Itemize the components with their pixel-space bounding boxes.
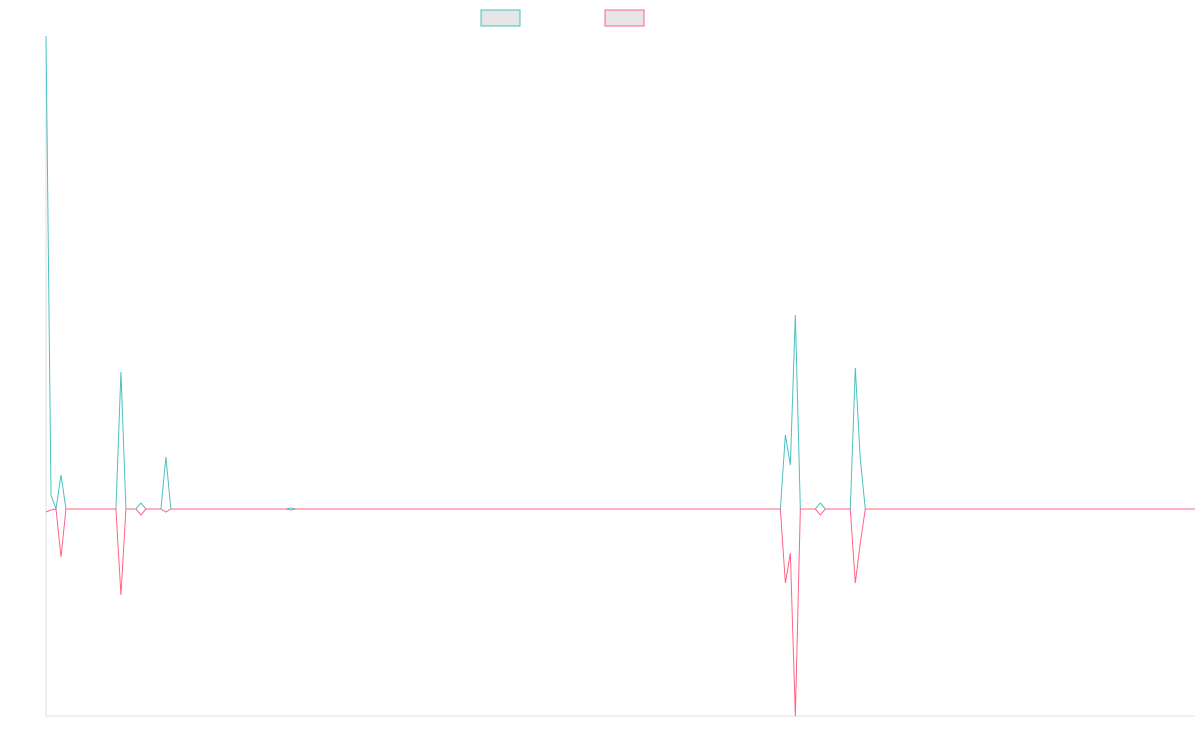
- line-series: [45, 35, 1195, 510]
- legend-swatch[interactable]: [480, 9, 521, 27]
- line-series: [45, 508, 1195, 717]
- legend-swatch[interactable]: [604, 9, 645, 27]
